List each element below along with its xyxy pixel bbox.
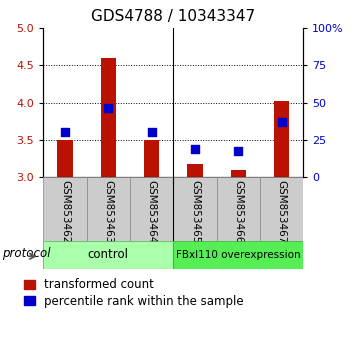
- FancyBboxPatch shape: [43, 241, 173, 269]
- FancyBboxPatch shape: [217, 177, 260, 241]
- FancyBboxPatch shape: [87, 177, 130, 241]
- Point: [149, 130, 155, 135]
- FancyBboxPatch shape: [260, 177, 303, 241]
- FancyBboxPatch shape: [43, 177, 87, 241]
- Bar: [101, 58, 116, 177]
- Text: control: control: [88, 249, 129, 261]
- FancyBboxPatch shape: [173, 177, 217, 241]
- Text: GSM853467: GSM853467: [277, 180, 287, 244]
- Bar: [274, 101, 289, 177]
- FancyBboxPatch shape: [130, 177, 173, 241]
- Point: [105, 105, 111, 111]
- Point: [279, 119, 284, 125]
- Bar: [187, 164, 203, 177]
- Text: GSM853464: GSM853464: [147, 180, 157, 244]
- Text: GSM853466: GSM853466: [233, 180, 243, 244]
- Title: GDS4788 / 10343347: GDS4788 / 10343347: [91, 9, 255, 24]
- Point: [235, 148, 241, 154]
- FancyBboxPatch shape: [173, 241, 303, 269]
- Bar: [57, 140, 73, 177]
- Text: FBxl110 overexpression: FBxl110 overexpression: [176, 250, 301, 260]
- Bar: [231, 170, 246, 177]
- Text: GSM853463: GSM853463: [103, 180, 113, 244]
- Text: GSM853462: GSM853462: [60, 180, 70, 244]
- Text: protocol: protocol: [2, 247, 51, 260]
- Point: [192, 147, 198, 152]
- Point: [62, 130, 68, 135]
- Bar: [144, 140, 159, 177]
- Legend: transformed count, percentile rank within the sample: transformed count, percentile rank withi…: [24, 279, 244, 308]
- Text: GSM853465: GSM853465: [190, 180, 200, 244]
